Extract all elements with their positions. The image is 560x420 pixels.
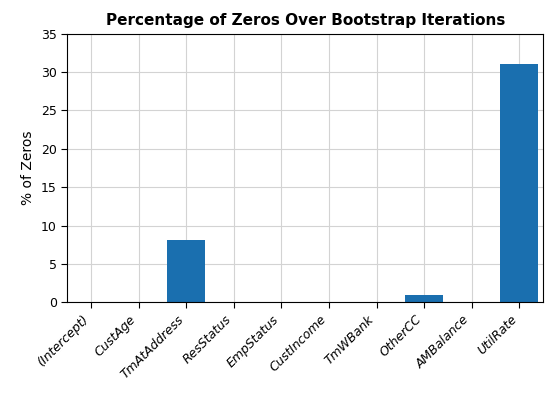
Title: Percentage of Zeros Over Bootstrap Iterations: Percentage of Zeros Over Bootstrap Itera…: [105, 13, 505, 28]
Bar: [500, 64, 538, 302]
Y-axis label: % of Zeros: % of Zeros: [21, 131, 35, 205]
Bar: [167, 240, 205, 302]
Bar: [405, 295, 443, 302]
